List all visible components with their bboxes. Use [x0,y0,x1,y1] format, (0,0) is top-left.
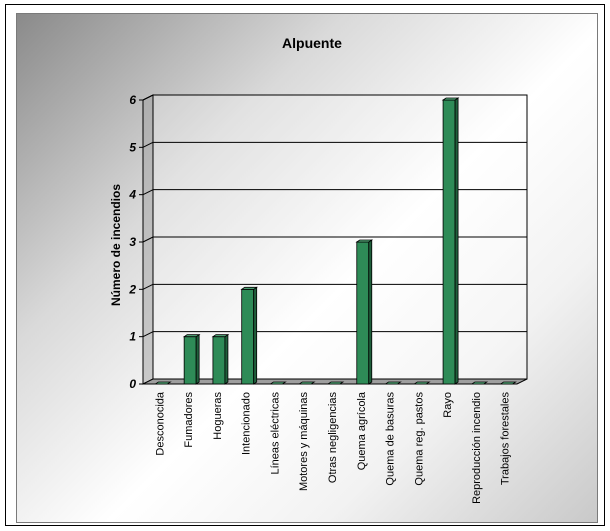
y-tick-label: 6 [129,93,136,107]
bar-top [326,381,345,385]
x-tick-label: Quema reg. pastos [413,392,425,486]
y-tick-label: 3 [129,235,136,249]
chart-area [16,13,598,523]
bar-side [454,97,459,385]
bar-4 [269,381,287,385]
gridline-diagonal [142,283,154,290]
chart-title: Alpuente [282,35,342,51]
x-tick-label: Quema de basuras [385,392,397,486]
bar-front [356,241,370,385]
bar-12 [499,381,517,385]
bar-top [240,286,259,290]
gridline-diagonal [142,189,154,196]
bar-front [183,336,197,385]
y-axis-label: Número de incendios [109,184,123,306]
bar-7 [355,239,374,385]
x-tick-label: Líneas eléctricas [269,392,281,475]
bar-top [384,381,402,385]
x-tick-label: Trabajos forestales [500,392,512,486]
x-tick-label: Rayo [442,392,454,418]
gridline-diagonal [142,94,154,101]
bar-8 [384,381,402,385]
y-tick-label: 2 [128,282,136,296]
y-tick-label: 4 [128,188,136,202]
gridline-diagonal [142,236,154,243]
bar-1 [182,333,201,385]
bar-side [253,286,258,385]
x-tick-label: Desconocida [154,391,166,455]
bar-side [224,333,229,385]
bar-top [297,381,316,385]
bar-2 [211,333,230,385]
gridline-diagonal [142,331,154,338]
bar-front [241,288,255,385]
x-tick-label: Otras negligencias [327,392,339,484]
y-tick-label: 0 [129,377,136,391]
bar-side [195,333,200,385]
bar-front [212,336,226,385]
x-tick-label: Intencionado [241,392,253,455]
x-tick-label: Quema agrícola [356,391,368,470]
bar-front [442,99,456,385]
bar-top [182,334,201,338]
bar-9 [412,381,431,385]
bar-6 [326,381,345,385]
bar-top [499,381,517,385]
bar-top [441,97,460,101]
bar-5 [297,381,316,385]
x-tick-label: Hogueras [212,392,224,440]
bar-3 [240,286,259,385]
bar-0 [154,381,172,385]
chart-frame [5,4,605,526]
bar-top [470,381,489,385]
y-tick-label: 5 [129,140,136,154]
bar-top [211,334,230,338]
bar-top [154,381,172,385]
bar-top [269,381,287,385]
x-tick-label: Motores y máquinas [298,392,310,492]
x-tick-label: Reproducción incendio [471,392,483,504]
bar-top [412,381,431,385]
bar-10 [441,97,460,385]
bar-top [355,239,374,243]
bar-side [368,239,373,385]
y-tick-label: 1 [129,330,136,344]
bar-11 [470,381,489,385]
x-tick-label: Fumadores [183,392,195,448]
gridline-diagonal [142,141,154,148]
